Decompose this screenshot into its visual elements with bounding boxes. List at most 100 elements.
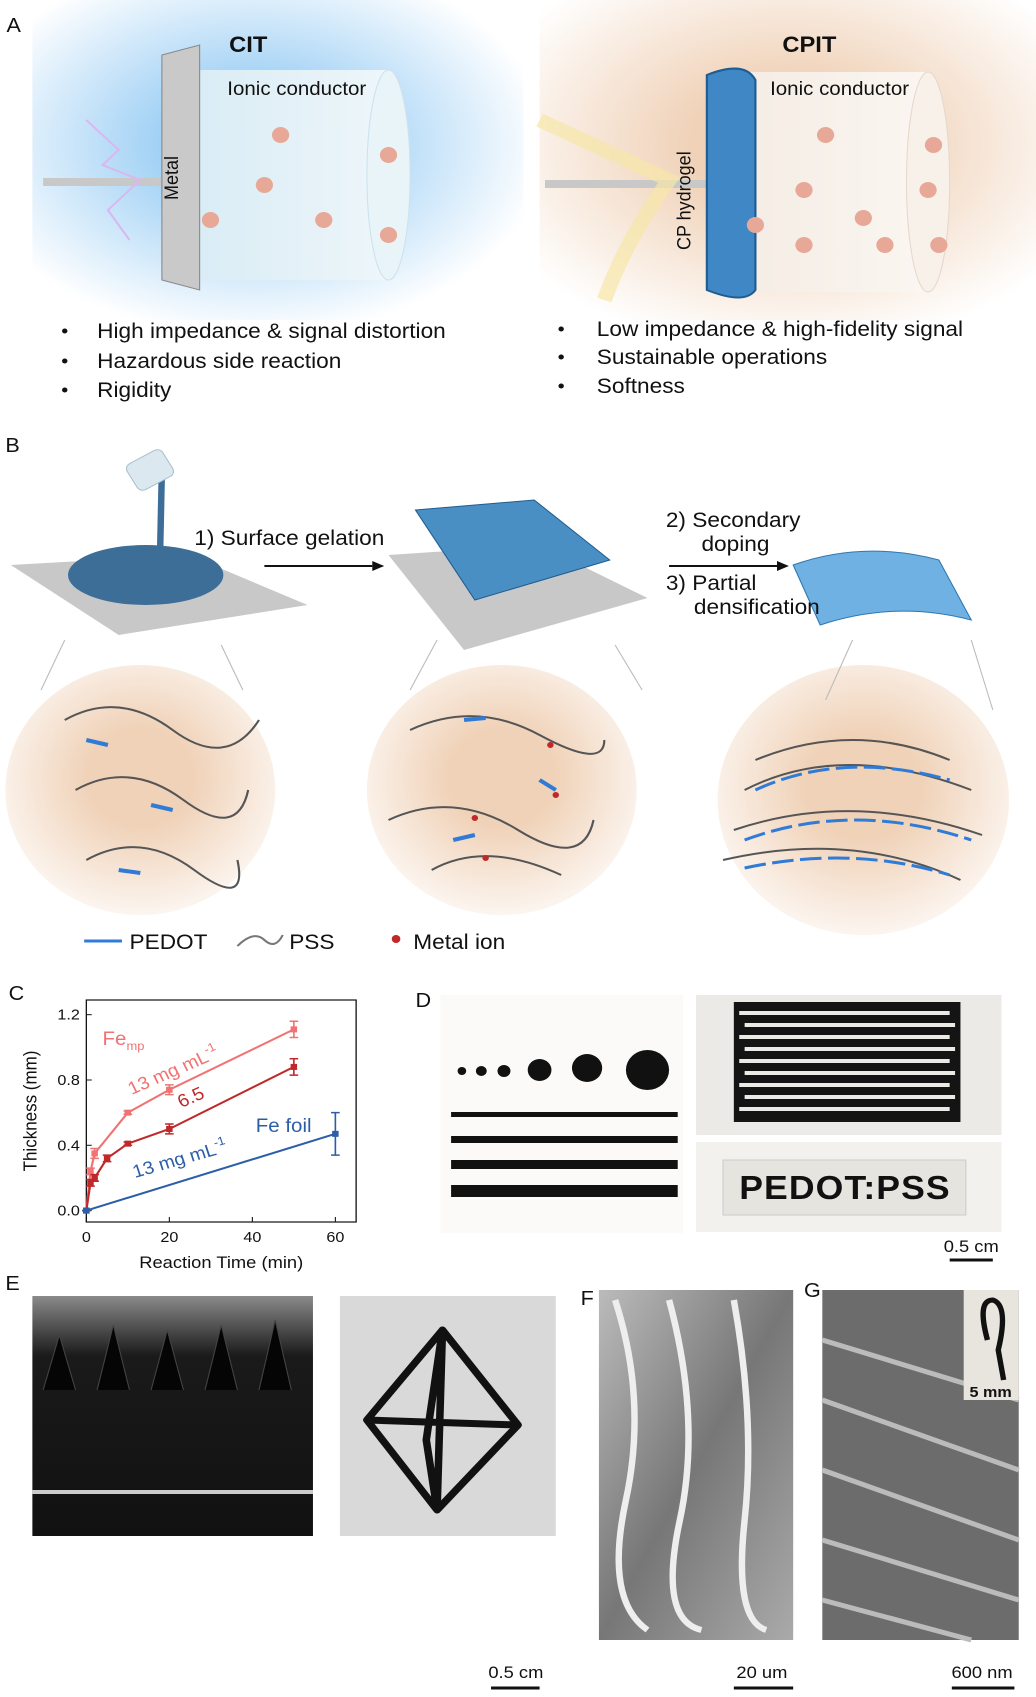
illustration-line	[614, 644, 643, 691]
illustration-path	[821, 1337, 1020, 1643]
illustration-circle	[471, 815, 479, 821]
wire	[544, 180, 707, 188]
illustration-circle	[255, 177, 274, 193]
data-point	[166, 1086, 173, 1093]
illustration-circle	[379, 227, 398, 243]
illustration-ellipse	[67, 545, 224, 605]
3d-print-photos	[32, 1290, 1020, 1643]
illustration-path	[388, 545, 648, 650]
illustration-path	[777, 561, 789, 571]
data-point	[332, 1130, 339, 1137]
x-tick-label: 0	[82, 1230, 91, 1246]
annotation-part: Fe	[103, 1029, 127, 1050]
illustration-circle	[552, 792, 560, 798]
illustration-path	[722, 739, 983, 881]
illustration-path	[42, 1319, 292, 1391]
illustration-path	[236, 934, 284, 947]
y-tick-label: 0.0	[57, 1203, 80, 1219]
illustration-path	[156, 469, 166, 571]
label: Metal	[160, 156, 182, 200]
illustration-circle	[746, 217, 765, 233]
illustration-circle	[816, 127, 835, 143]
series-line	[85, 1028, 295, 1211]
printed-text: PEDOT:PSS	[739, 1170, 951, 1207]
illustration-rect	[32, 1490, 313, 1494]
data-point	[103, 1155, 111, 1162]
bullet: Hazardous side reaction	[97, 349, 341, 373]
illustration-circle	[379, 147, 398, 163]
illustration-circle	[854, 210, 872, 226]
panel-label: D	[415, 990, 431, 1012]
illustration-circle	[558, 354, 564, 360]
panel-label: F	[581, 1288, 594, 1310]
data-point	[166, 1125, 173, 1132]
scale-bar-label: 0.5 cm	[944, 1237, 999, 1256]
illustration-circle	[366, 665, 637, 915]
y-tick-label: 0.4	[57, 1138, 80, 1154]
illustration-circle	[5, 665, 276, 915]
panel-label: E	[5, 1273, 19, 1295]
illustration-line	[40, 639, 66, 691]
illustration-circle	[497, 1065, 511, 1077]
legend-label: Metal ion	[413, 930, 505, 954]
illustration-path	[414, 499, 611, 601]
illustration-circle	[62, 328, 68, 334]
scale-bar-label: 0.5 cm	[488, 1663, 543, 1682]
series-line	[85, 1132, 336, 1212]
print-photos	[440, 995, 1002, 1233]
illustration-circle	[558, 326, 564, 332]
step-label: 2) Secondary	[666, 508, 801, 532]
ions	[201, 127, 398, 243]
plot-frame	[85, 999, 357, 1223]
illustration-rect	[451, 1112, 678, 1117]
panel-label: G	[804, 1280, 821, 1302]
thickness-chart: 0 20 40 60 0.0 0.4 0.8 1.2 Reaction Time (min) Th…	[20, 999, 357, 1272]
illustration-path	[452, 716, 557, 842]
bullet: Sustainable operations	[597, 345, 827, 369]
illustration-rect	[722, 1159, 967, 1216]
illustration-rect	[963, 1290, 1019, 1400]
annotation-part: -1	[212, 1134, 227, 1150]
illustration-circle	[271, 127, 290, 143]
illustration-rect	[451, 1160, 678, 1169]
legend: PEDOT PSS Metal ion	[84, 930, 505, 954]
illustration-circle	[571, 1054, 603, 1082]
illustration-circle	[391, 935, 401, 943]
illustration-line	[825, 639, 854, 701]
illustration-circle	[62, 387, 68, 393]
cylinder	[733, 72, 929, 292]
annotation-part: 6.5	[174, 1083, 208, 1112]
annotation-part: mp	[126, 1039, 144, 1052]
legend-label: PSS	[289, 930, 334, 954]
cylinder	[194, 70, 389, 280]
x-tick-label: 40	[243, 1230, 261, 1246]
annotation: Fe foil	[256, 1116, 312, 1137]
illustration-line	[220, 644, 244, 691]
step-label: 1) Surface gelation	[194, 526, 384, 550]
illustration-circle	[919, 182, 937, 198]
annotation: 13 mg mL-1	[129, 1134, 230, 1182]
x-tick-label: 60	[326, 1230, 344, 1246]
cp-hydrogel-layer	[705, 67, 757, 299]
bullet: Low impedance & high-fidelity signal	[597, 317, 963, 341]
label: CP hydrogel	[673, 151, 695, 250]
scale-bar-label: 600 nm	[951, 1663, 1012, 1682]
x-tick-label: 20	[160, 1230, 178, 1246]
bullet-list: High impedance & signal distortion Hazar…	[62, 317, 963, 402]
scale-bar-label: 20 um	[736, 1663, 787, 1682]
ions	[746, 127, 948, 253]
annotation: 6.5	[174, 1083, 208, 1112]
panel-title: CIT	[229, 32, 267, 57]
illustration-path	[612, 1299, 768, 1633]
panel-label: A	[6, 15, 21, 37]
illustration-circle	[475, 1066, 487, 1076]
step-label: densification	[694, 595, 820, 619]
y-tick-label: 1.2	[57, 1007, 79, 1023]
illustration-rect	[451, 1185, 678, 1197]
panel-label: C	[9, 983, 25, 1005]
legend-label: PEDOT	[130, 930, 208, 954]
data-point	[124, 1140, 132, 1147]
illustration-path	[792, 550, 973, 626]
data-point	[87, 1168, 94, 1175]
